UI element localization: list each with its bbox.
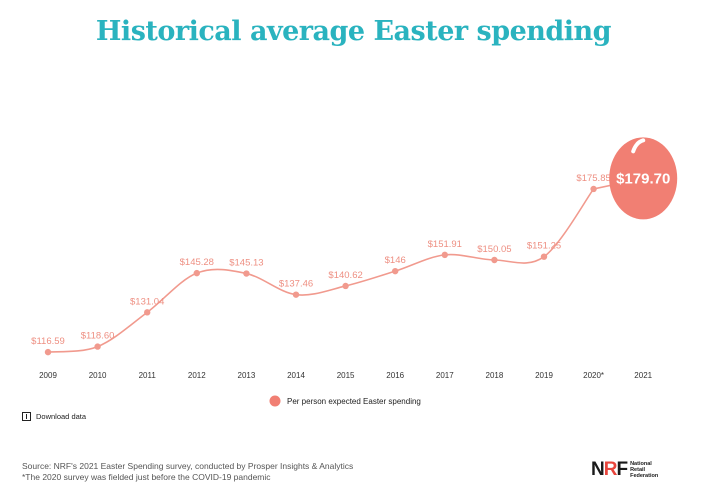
egg-highlight bbox=[631, 138, 646, 154]
data-point bbox=[342, 282, 349, 290]
data-label: $145.13 bbox=[229, 258, 263, 269]
data-label: $150.05 bbox=[477, 244, 511, 255]
data-label: $131.04 bbox=[130, 296, 164, 307]
download-label: Download data bbox=[36, 412, 87, 421]
x-tick-label: 2010 bbox=[89, 371, 107, 380]
data-point bbox=[44, 348, 52, 356]
x-tick-label: 2018 bbox=[486, 371, 504, 380]
data-label: $146 bbox=[385, 255, 406, 266]
nrf-logo-text: National Retail Federation bbox=[630, 461, 659, 479]
x-tick-label: 2014 bbox=[287, 371, 305, 380]
data-point bbox=[94, 343, 101, 350]
data-label: $151.91 bbox=[428, 239, 462, 250]
legend-label: Per person expected Easter spending bbox=[287, 397, 421, 406]
x-tick-label: 2013 bbox=[238, 371, 256, 380]
x-tick-label: 2017 bbox=[436, 371, 454, 380]
x-tick-label: 2015 bbox=[337, 371, 355, 380]
source-line: Source: NRF's 2021 Easter Spending surve… bbox=[22, 461, 354, 471]
data-point bbox=[540, 253, 548, 260]
data-label: $179.70 bbox=[616, 170, 670, 187]
x-tick-label: 2019 bbox=[535, 371, 553, 380]
data-point bbox=[144, 309, 151, 316]
series-line bbox=[47, 177, 644, 353]
source-note: Source: NRF's 2021 Easter Spending surve… bbox=[22, 461, 353, 483]
data-point bbox=[590, 185, 597, 193]
data-point bbox=[392, 267, 399, 275]
data-label: $137.46 bbox=[279, 279, 313, 290]
data-label: $118.60 bbox=[81, 331, 115, 342]
data-label: $151.25 bbox=[527, 241, 561, 252]
x-tick-label: 2009 bbox=[39, 371, 57, 380]
data-label: $140.62 bbox=[328, 270, 362, 281]
x-tick-label: 2016 bbox=[386, 371, 404, 380]
nrf-logo-mark: NRF bbox=[591, 459, 628, 480]
nrf-logo: NRF National Retail Federation bbox=[591, 459, 660, 481]
legend-swatch bbox=[269, 395, 281, 407]
chart-title: Historical average Easter spending bbox=[95, 16, 612, 47]
data-point bbox=[292, 291, 300, 298]
data-point bbox=[193, 269, 200, 277]
x-tick-label: 2020* bbox=[583, 371, 604, 380]
footnote-line: *The 2020 survey was fielded just before… bbox=[22, 472, 271, 482]
egg-marker bbox=[609, 137, 678, 220]
data-label: $175.85 bbox=[576, 173, 610, 184]
x-tick-label: 2012 bbox=[188, 371, 206, 380]
data-point bbox=[491, 256, 498, 264]
download-icon bbox=[22, 412, 31, 421]
data-label: $116.59 bbox=[31, 336, 65, 347]
download-data-button[interactable]: Download data bbox=[22, 412, 86, 421]
x-tick-label: 2021 bbox=[634, 371, 652, 380]
data-label: $145.28 bbox=[180, 257, 214, 268]
x-tick-label: 2011 bbox=[139, 371, 157, 380]
data-point bbox=[441, 251, 448, 259]
data-point bbox=[243, 270, 250, 277]
